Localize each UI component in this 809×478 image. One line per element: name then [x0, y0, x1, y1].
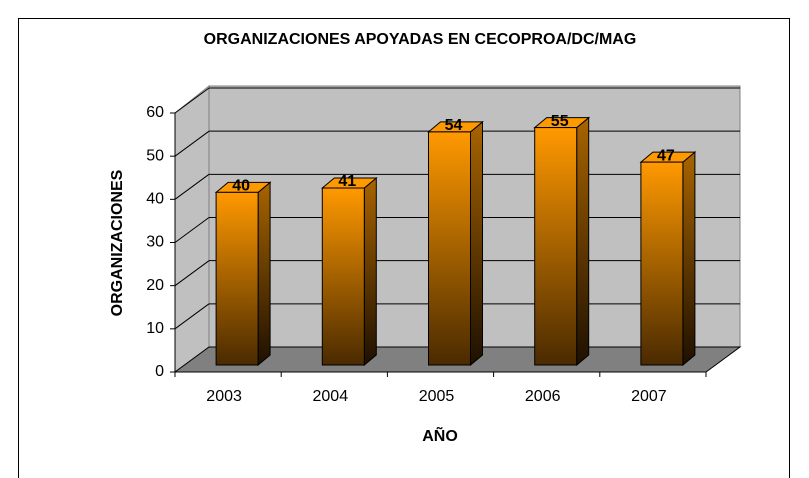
x-tick-label: 2003 — [206, 388, 242, 405]
bar-side — [363, 176, 377, 367]
chart-title: ORGANIZACIONES APOYADAS EN CECOPROA/DC/M… — [204, 31, 637, 48]
data-label: 55 — [551, 113, 569, 130]
y-tick-label: 40 — [146, 191, 164, 208]
y-axis-title: ORGANIZACIONES — [109, 169, 126, 316]
y-tick-label: 60 — [146, 104, 164, 121]
y-tick-label: 50 — [146, 147, 164, 164]
data-label: 54 — [445, 117, 463, 134]
side-wall — [174, 84, 210, 373]
x-tick-label: 2004 — [313, 388, 349, 405]
bar-side — [682, 151, 696, 367]
x-tick-label: 2007 — [631, 388, 667, 405]
grid-line — [174, 130, 210, 157]
grid-line — [174, 87, 210, 114]
bar — [534, 127, 578, 366]
y-tick-label: 30 — [146, 234, 164, 251]
y-tick-label: 0 — [155, 363, 164, 380]
data-label: 47 — [657, 147, 675, 164]
data-label: 40 — [232, 178, 250, 195]
bar-side — [257, 181, 271, 367]
grid-line — [174, 303, 210, 330]
y-tick-label: 10 — [146, 320, 164, 337]
bar-side — [576, 116, 590, 367]
x-axis-title: AÑO — [422, 425, 458, 445]
x-tick-label: 2006 — [525, 388, 561, 405]
grid-line — [174, 217, 210, 243]
y-tick-label: 20 — [146, 277, 164, 294]
grid-line — [174, 173, 210, 200]
bar-side — [470, 120, 483, 367]
x-tick-label: 2005 — [419, 388, 455, 405]
bar — [215, 191, 259, 366]
bar — [640, 161, 684, 366]
bar — [428, 131, 471, 366]
bar — [321, 187, 365, 366]
data-label: 41 — [338, 173, 356, 190]
grid-line — [174, 260, 210, 287]
